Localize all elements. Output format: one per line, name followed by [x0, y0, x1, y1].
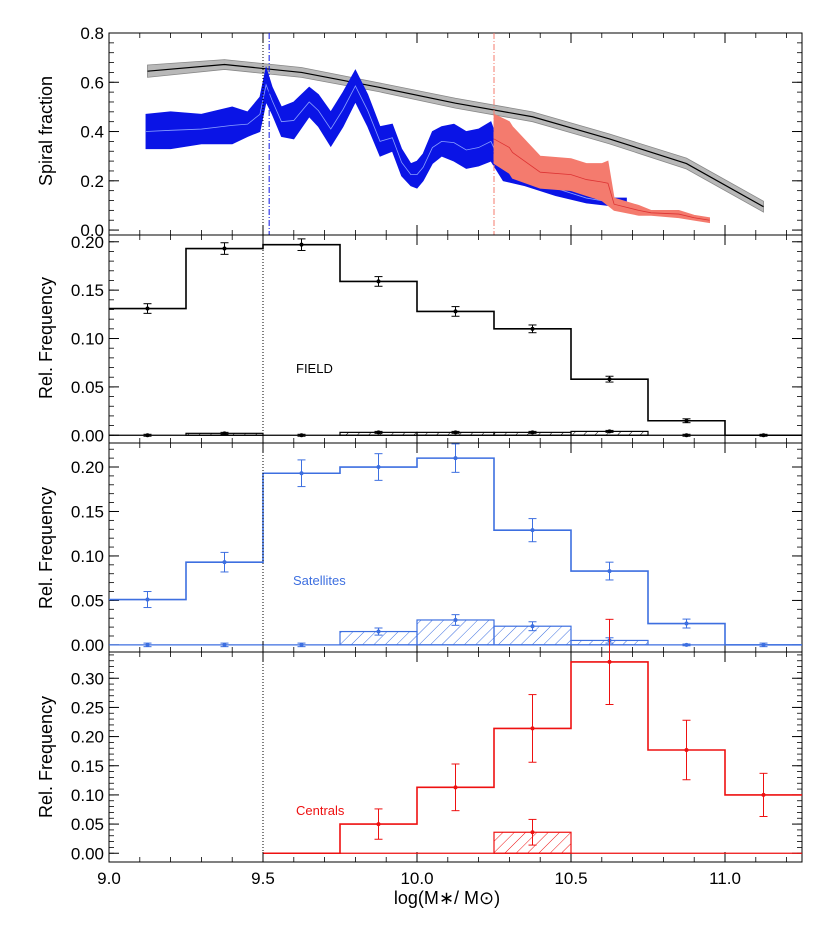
- y-tick-label: 0.25: [71, 698, 104, 717]
- value-point: [453, 785, 458, 790]
- x-tick-label: 10.0: [400, 869, 433, 888]
- hatched-point: [453, 617, 458, 622]
- plot-frame: [108, 651, 803, 863]
- x-tick-label: 11.0: [709, 869, 741, 888]
- y-tick-label: 0.30: [71, 669, 104, 688]
- value-point: [222, 246, 227, 251]
- y-tick-label: 0.20: [71, 233, 104, 252]
- y-tick-label: 0.00: [71, 636, 104, 655]
- hatched-point: [145, 642, 150, 647]
- y-tick-label: 0.10: [71, 547, 104, 566]
- value-point: [761, 792, 766, 797]
- y-tick-label: 0.15: [71, 502, 104, 521]
- satellites-label: Satellites: [293, 573, 346, 588]
- hatched-point: [299, 433, 304, 438]
- y-tick-label: 0.05: [71, 591, 104, 610]
- value-point: [607, 377, 612, 382]
- value-point: [684, 621, 689, 626]
- value-point: [145, 597, 150, 602]
- hatched-point: [530, 624, 535, 629]
- value-point: [453, 456, 458, 461]
- y-tick-label: 0.15: [71, 757, 104, 776]
- y-tick-label: 0.8: [80, 24, 104, 43]
- hatched-point: [222, 642, 227, 647]
- value-point: [684, 418, 689, 423]
- centrals-panel: Rel. Frequency Centrals 0.00 0.05 0.10 0.15…: [36, 618, 803, 863]
- hatched-point: [376, 629, 381, 634]
- hatched-point: [222, 431, 227, 436]
- x-tick-label: 9.0: [97, 869, 121, 888]
- gray-band-center-line: [147, 63, 764, 208]
- histogram-step: [109, 243, 802, 437]
- hatched-point: [607, 429, 612, 434]
- field-ylabel: Rel. Frequency: [36, 277, 56, 399]
- salmon-band-center-line: [493, 138, 710, 221]
- y-tick-label: 0.00: [71, 844, 104, 863]
- salmon-band: [493, 113, 710, 224]
- x-axis-tick-labels: 9.0 9.5 10.0 10.5 11.0: [97, 869, 741, 888]
- value-point: [145, 306, 150, 311]
- value-point: [222, 560, 227, 565]
- value-point: [453, 309, 458, 314]
- y-tick-label: 0.2: [80, 172, 104, 191]
- value-point: [607, 659, 612, 664]
- field-panel: Rel. Frequency FIELD 0.00 0.05 0.10 0.15 0.2…: [36, 233, 803, 445]
- value-point: [376, 279, 381, 284]
- spiral-fraction-ylabel: Spiral fraction: [36, 76, 56, 186]
- hatched-point: [376, 430, 381, 435]
- x-tick-label: 9.5: [251, 869, 275, 888]
- value-point: [684, 748, 689, 752]
- y-tick-label: 0.0: [80, 221, 104, 240]
- hatched-point: [145, 433, 150, 438]
- hatched-point: [453, 430, 458, 435]
- value-point: [530, 726, 535, 731]
- value-point: [376, 465, 381, 470]
- hatched-point: [684, 433, 689, 438]
- hatched-point: [530, 830, 535, 835]
- centrals-ylabel: Rel. Frequency: [36, 696, 56, 818]
- value-point: [530, 528, 535, 533]
- value-point: [530, 326, 535, 331]
- y-tick-label: 0.6: [80, 73, 104, 92]
- field-label: FIELD: [296, 361, 333, 376]
- x-tick-label: 10.5: [554, 869, 587, 888]
- y-tick-label: 0.10: [71, 786, 104, 805]
- y-tick-label: 0.20: [71, 728, 104, 747]
- y-tick-label: 0.4: [80, 123, 104, 142]
- satellites-panel: Rel. Frequency Satellites 0.00 0.05 0.10 0.…: [36, 442, 803, 655]
- y-tick-label: 0.00: [71, 426, 104, 445]
- y-tick-label: 0.05: [71, 378, 104, 397]
- gray-band: [147, 59, 764, 213]
- hatched-point: [530, 430, 535, 435]
- y-tick-label: 0.20: [71, 458, 104, 477]
- hatched-point: [299, 642, 304, 647]
- satellites-ylabel: Rel. Frequency: [36, 487, 56, 609]
- x-axis-title: log(M∗/ M⊙): [394, 888, 500, 908]
- hatched-point: [684, 642, 689, 647]
- spiral-fraction-panel: Spiral fraction 0.0 0.2 0.4 0.6 0.8: [36, 24, 803, 240]
- value-point: [607, 569, 612, 574]
- value-point: [299, 471, 304, 476]
- y-tick-label: 0.15: [71, 281, 104, 300]
- value-point: [376, 822, 381, 827]
- centrals-label: Centrals: [296, 803, 345, 818]
- plot-frame: [108, 234, 803, 444]
- value-point: [299, 242, 304, 247]
- hatched-point: [761, 642, 766, 647]
- y-tick-label: 0.10: [71, 330, 104, 349]
- hatched-point: [761, 433, 766, 438]
- y-tick-label: 0.05: [71, 815, 104, 834]
